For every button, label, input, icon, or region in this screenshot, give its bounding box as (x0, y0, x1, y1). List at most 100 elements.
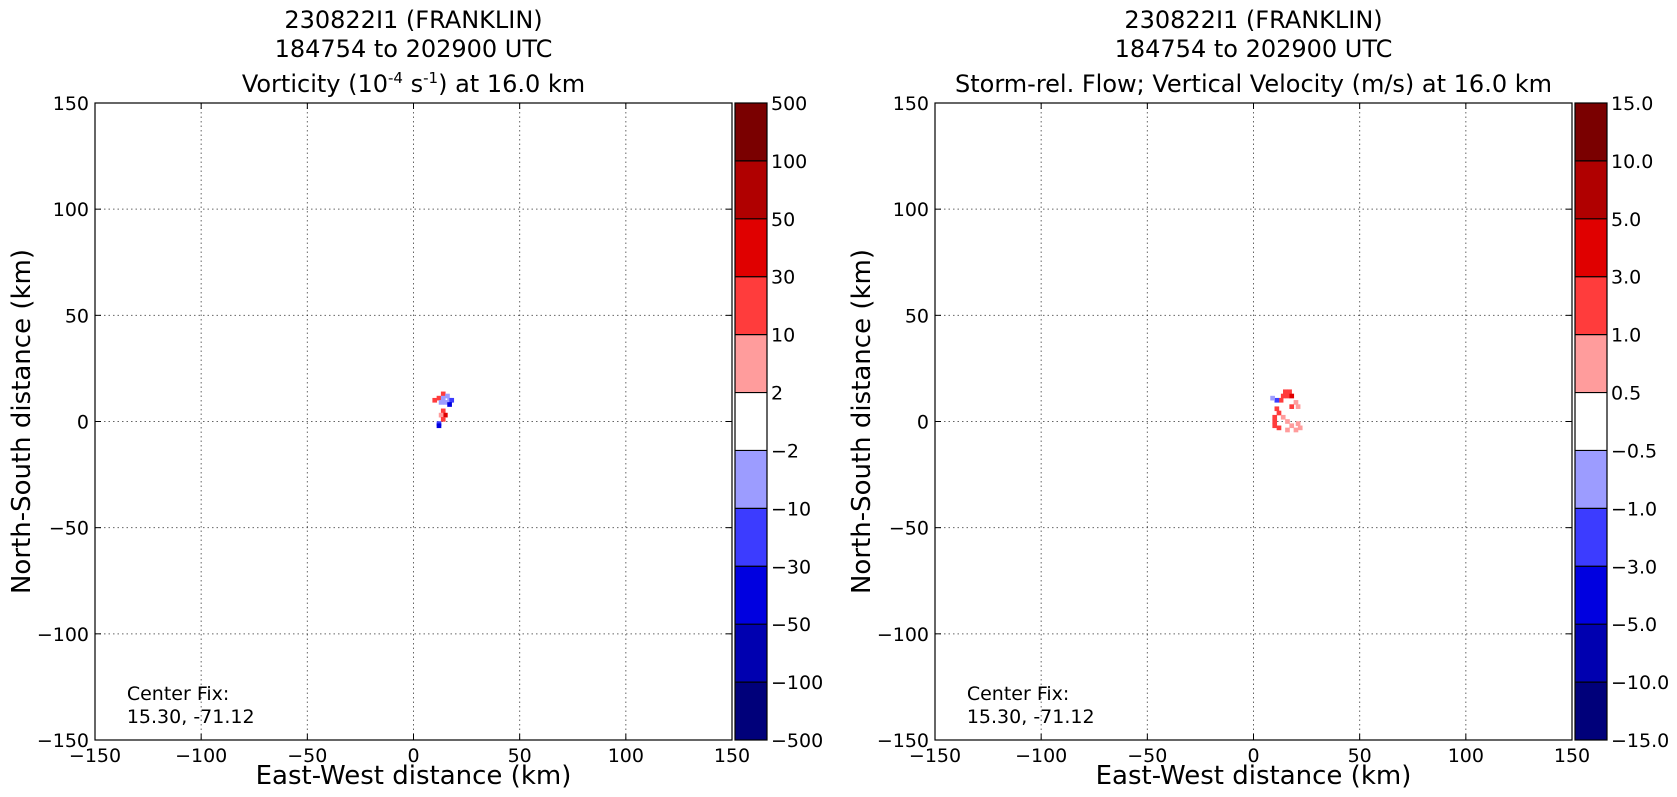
colorbar-segment (1575, 160, 1607, 219)
colorbar-segment (1575, 276, 1607, 335)
y-tick-label: −100 (37, 624, 89, 646)
x-tick-label: 0 (1247, 745, 1259, 767)
center-fix-value: 15.30, -71.12 (967, 706, 1095, 728)
data-cell (436, 395, 442, 401)
colorbar-label: 1.0 (1611, 325, 1641, 347)
data-cell (1272, 419, 1278, 424)
data-cell (1289, 404, 1295, 409)
data-cell (1295, 421, 1301, 426)
data-cell (445, 393, 450, 399)
y-tick-label: −150 (37, 730, 89, 752)
data-cell (447, 402, 452, 407)
colorbar-segment (1575, 450, 1607, 509)
data-cell (1276, 410, 1282, 416)
y-tick-label: −50 (889, 518, 929, 540)
chart-title-line-1: 230822I1 (FRANKLIN) (1124, 6, 1382, 34)
chart-title-line-3: Storm-rel. Flow; Vertical Velocity (m/s)… (955, 70, 1552, 98)
colorbar-segment (735, 682, 767, 740)
data-cell (1272, 423, 1278, 429)
colorbar-label: 15.0 (1611, 93, 1653, 115)
colorbar-label: −500 (771, 730, 823, 752)
colorbar-label: −15.0 (1611, 730, 1669, 752)
colorbar-label: −10.0 (1611, 672, 1669, 694)
data-cell (1272, 414, 1278, 420)
colorbar-label: −1.0 (1611, 498, 1657, 520)
colorbar-label: 30 (771, 267, 795, 289)
x-tick-label: −50 (287, 745, 327, 767)
data-cell (1287, 389, 1292, 395)
y-tick-label: 100 (893, 199, 929, 221)
y-tick-label: 100 (53, 199, 89, 221)
colorbar-segment (735, 276, 767, 335)
y-tick-label: −150 (877, 730, 929, 752)
colorbar-segment (1575, 508, 1607, 567)
x-tick-label: −50 (1127, 745, 1167, 767)
colorbar-label: −10 (771, 498, 811, 520)
colorbar-label: 3.0 (1611, 267, 1641, 289)
colorbar-segment (735, 450, 767, 509)
title-segment-prefix: Vorticity (10 (242, 70, 388, 98)
x-tick-label: −100 (1015, 745, 1067, 767)
x-tick-label: 50 (1348, 745, 1372, 767)
x-tick-label: 100 (1448, 745, 1484, 767)
chart-title-line-1: 230822I1 (FRANKLIN) (284, 6, 542, 34)
data-cell (1280, 414, 1286, 420)
y-axis-label: North-South distance (km) (847, 249, 877, 594)
colorbar-segment (1575, 218, 1607, 277)
chart-panel-1: 230822I1 (FRANKLIN)184754 to 202900 UTC V… (7, 6, 823, 791)
center-fix-label: Center Fix: (967, 683, 1069, 705)
x-tick-label: 100 (608, 745, 644, 767)
data-cell (1293, 427, 1299, 433)
colorbar-label: −0.5 (1611, 440, 1657, 462)
data-cell (1285, 427, 1290, 433)
data-cell (1280, 393, 1286, 399)
data-cell (1270, 395, 1275, 401)
colorbar-label: 5.0 (1611, 209, 1641, 231)
chart-title-line-3: Vorticity (10-4 s-1) at 16.0 km (242, 69, 585, 98)
data-cell (432, 397, 438, 403)
data-cell (1283, 389, 1288, 395)
center-fix-value: 15.30, -71.12 (127, 706, 255, 728)
colorbar-label: −30 (771, 556, 811, 578)
colorbar-segment (735, 334, 767, 393)
y-tick-label: 150 (53, 93, 89, 115)
colorbar-label: 50 (771, 209, 795, 231)
colorbar-label: 10.0 (1611, 151, 1653, 173)
y-tick-label: −100 (877, 624, 929, 646)
colorbar-segment (735, 103, 767, 161)
colorbar-segment (1575, 334, 1607, 393)
data-cell (1297, 425, 1303, 431)
y-axis-label: North-South distance (km) (7, 249, 37, 594)
data-cell (1274, 397, 1280, 403)
colorbar-segment (1575, 103, 1607, 161)
x-tick-label: −150 (69, 745, 121, 767)
data-cell (440, 417, 446, 422)
data-cell (443, 412, 448, 418)
center-fix-label: Center Fix: (127, 683, 229, 705)
data-cell (1276, 425, 1282, 431)
plot-area (95, 103, 732, 740)
y-tick-label: 50 (65, 305, 89, 327)
x-tick-label: −150 (909, 745, 961, 767)
colorbar-label: −50 (771, 614, 811, 636)
title-segment-middle: s (403, 70, 423, 98)
data-cell (1274, 406, 1280, 412)
colorbar-label: 0.5 (1611, 383, 1641, 405)
data-cell (449, 397, 455, 403)
colorbar-label: 500 (771, 93, 807, 115)
colorbar-label: 100 (771, 151, 807, 173)
data-cell (1285, 393, 1290, 399)
title-segment-sup2: -1 (423, 69, 438, 87)
colorbar-label: −2 (771, 440, 799, 462)
chart-title-line-2: 184754 to 202900 UTC (1115, 35, 1393, 63)
data-cell (1289, 393, 1295, 399)
colorbar-frame (734, 102, 768, 741)
plot-area (935, 103, 1572, 740)
x-tick-label: −100 (175, 745, 227, 767)
colorbar-label: −3.0 (1611, 556, 1657, 578)
title-segment-suffix: ) at 16.0 km (438, 70, 585, 98)
data-cell (443, 400, 448, 405)
data-cell (1285, 419, 1290, 424)
colorbar-segment (1575, 682, 1607, 740)
colorbar-segment (1575, 392, 1607, 451)
